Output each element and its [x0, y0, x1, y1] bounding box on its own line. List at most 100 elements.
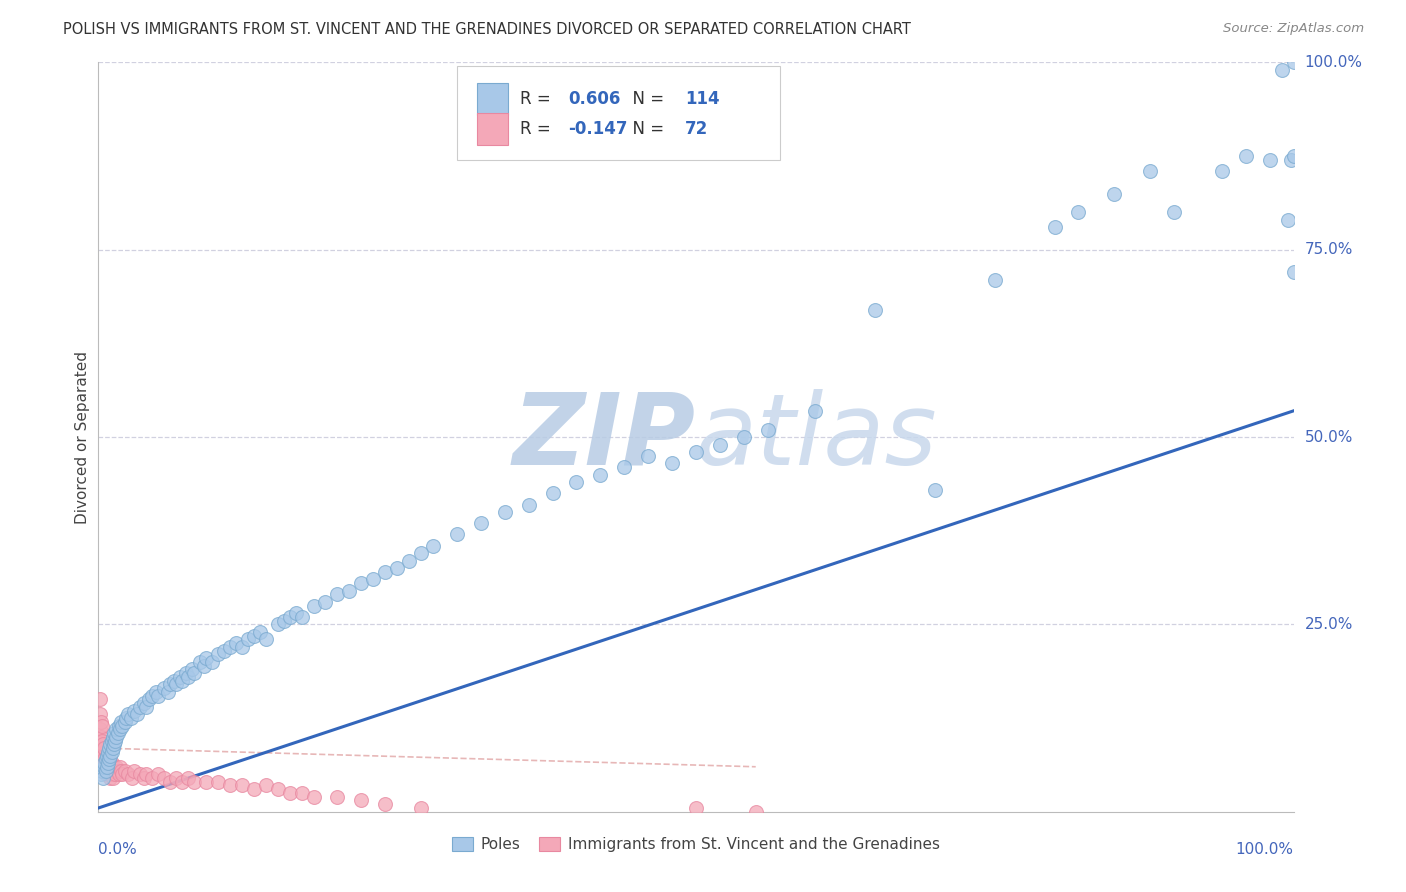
Point: [90, 767, 112, 781]
Point: [101, 741, 124, 756]
Point: [153, 681, 176, 695]
Point: [1043, 220, 1066, 235]
Point: [291, 610, 314, 624]
Point: [98, 741, 121, 756]
Point: [138, 692, 160, 706]
Point: [165, 677, 187, 691]
Point: [350, 576, 373, 591]
Point: [177, 771, 200, 785]
Point: [124, 704, 146, 718]
Point: [98, 737, 122, 751]
Point: [243, 782, 266, 797]
Point: [1163, 205, 1185, 219]
Text: 75.0%: 75.0%: [1305, 243, 1353, 257]
Point: [111, 718, 134, 732]
Point: [1234, 149, 1257, 163]
Point: [135, 767, 157, 781]
Text: 50.0%: 50.0%: [1305, 430, 1353, 444]
Point: [278, 610, 301, 624]
Point: [315, 595, 337, 609]
Point: [98, 748, 122, 763]
Point: [163, 673, 186, 688]
Point: [101, 771, 124, 785]
Text: N =: N =: [621, 120, 669, 138]
Point: [411, 546, 433, 560]
Point: [1211, 164, 1233, 178]
Point: [804, 404, 827, 418]
Text: 100.0%: 100.0%: [1305, 55, 1362, 70]
Point: [124, 764, 146, 778]
Point: [494, 505, 516, 519]
Point: [231, 779, 253, 793]
Point: [267, 782, 290, 797]
Text: -0.147: -0.147: [568, 120, 627, 138]
Point: [1258, 153, 1281, 167]
Point: [89, 707, 111, 722]
Point: [120, 711, 142, 725]
Point: [129, 767, 152, 781]
Point: [96, 760, 118, 774]
Point: [107, 718, 129, 732]
Point: [254, 632, 277, 647]
Text: ZIP: ZIP: [513, 389, 696, 485]
Point: [541, 486, 564, 500]
Point: [326, 789, 349, 804]
Point: [249, 624, 271, 639]
Point: [93, 756, 115, 770]
Bar: [477, 84, 509, 115]
Point: [94, 752, 117, 766]
Point: [195, 774, 218, 789]
Point: [90, 752, 112, 766]
Point: [302, 789, 325, 804]
Point: [174, 666, 197, 681]
Point: [114, 714, 136, 729]
Point: [105, 723, 128, 737]
Point: [96, 748, 118, 763]
Point: [100, 745, 122, 759]
Point: [98, 771, 122, 785]
Point: [89, 745, 111, 759]
Point: [96, 748, 118, 763]
Point: [1282, 265, 1305, 279]
Point: [613, 460, 636, 475]
Point: [101, 760, 124, 774]
Point: [1282, 55, 1305, 70]
Point: [273, 614, 295, 628]
Point: [100, 767, 122, 781]
Point: [207, 774, 229, 789]
Point: [153, 771, 176, 785]
Point: [470, 516, 492, 531]
Point: [637, 449, 659, 463]
Point: [243, 629, 266, 643]
Point: [661, 456, 683, 470]
Point: [98, 756, 121, 770]
Point: [94, 764, 117, 778]
Point: [97, 764, 120, 778]
Point: [105, 730, 128, 744]
Text: 0.606: 0.606: [568, 90, 620, 108]
Point: [108, 760, 131, 774]
Text: R =: R =: [520, 90, 557, 108]
Point: [107, 767, 129, 781]
Point: [398, 554, 420, 568]
Point: [267, 617, 290, 632]
Point: [103, 764, 125, 778]
Point: [745, 805, 768, 819]
Point: [117, 707, 139, 722]
Point: [91, 771, 114, 785]
Point: [291, 786, 314, 800]
Point: [111, 767, 134, 781]
Point: [94, 756, 117, 770]
Point: [129, 699, 152, 714]
Point: [125, 707, 148, 722]
Point: [91, 745, 114, 759]
Point: [207, 648, 229, 662]
Point: [219, 640, 242, 654]
Point: [93, 741, 115, 756]
Point: [278, 786, 301, 800]
Point: [148, 767, 170, 781]
Point: [132, 771, 155, 785]
Point: [97, 752, 120, 766]
Point: [141, 689, 163, 703]
Point: [709, 437, 731, 451]
